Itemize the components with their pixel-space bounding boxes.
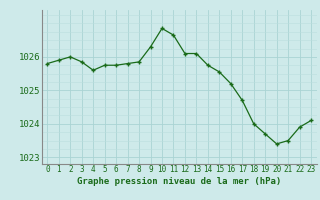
X-axis label: Graphe pression niveau de la mer (hPa): Graphe pression niveau de la mer (hPa) [77,177,281,186]
